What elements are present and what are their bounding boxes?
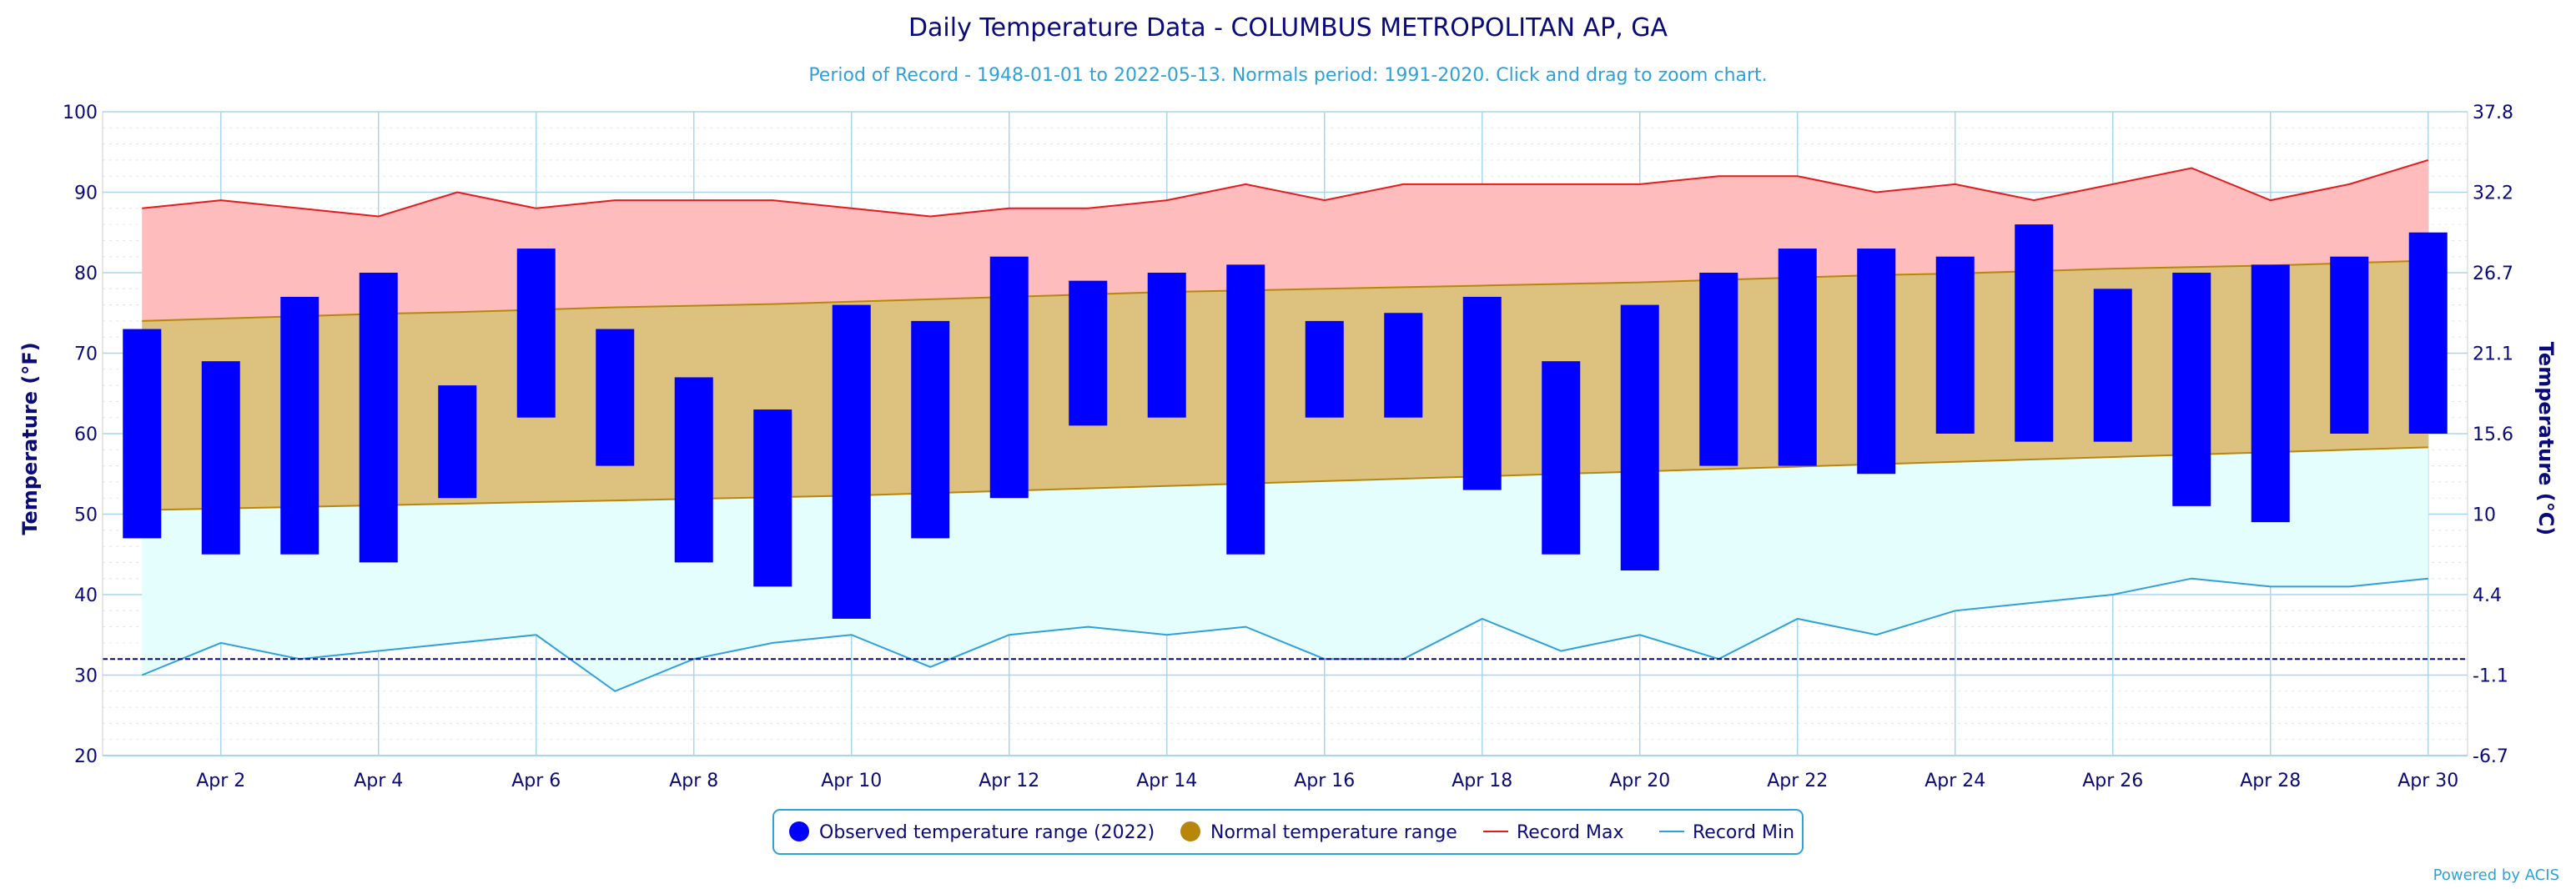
axes	[102, 112, 2468, 756]
observed-bar	[123, 329, 162, 539]
y-tick-label-left: 30	[74, 666, 98, 687]
observed-bar	[753, 409, 792, 587]
legend-normal-marker	[1180, 821, 1200, 841]
observed-bar	[1147, 273, 1186, 418]
normal-low-line	[142, 446, 2428, 511]
y-axis-left-title: Temperature (°F)	[18, 342, 42, 535]
y-tick-label-right: -1.1	[2473, 666, 2508, 687]
observed-bar	[1935, 256, 1975, 434]
observed-bar	[1857, 249, 1896, 475]
y-tick-label-left: 80	[74, 264, 98, 284]
y-tick-label-right: 15.6	[2473, 424, 2513, 445]
observed-bars	[123, 224, 2448, 619]
observed-bar	[280, 296, 319, 555]
normal-range-area	[142, 260, 2428, 510]
y-axis-left-ticks: 20 30 40 50 60 70 80 90 100	[63, 103, 98, 767]
observed-bar	[674, 377, 713, 563]
x-tick-label: Apr 16	[1294, 771, 1355, 791]
y-tick-label-left: 60	[74, 424, 98, 445]
observed-bar	[832, 304, 871, 619]
observed-bar	[201, 361, 240, 555]
observed-bar	[1069, 280, 1108, 426]
legend-record-max-label: Record Max	[1517, 822, 1624, 843]
x-tick-label: Apr 28	[2240, 771, 2301, 791]
x-axis-ticks: Apr 2 Apr 4 Apr 6 Apr 8 Apr 10 Apr 12 Apr 14 Ap…	[196, 771, 2458, 791]
legend: Observed temperature range (2022) Normal…	[772, 809, 1804, 855]
y-tick-label-left: 40	[74, 585, 98, 606]
observed-bar	[2093, 289, 2132, 442]
legend-item-normal[interactable]: Normal temperature range	[1180, 821, 1457, 843]
legend-box	[772, 809, 1804, 855]
x-tick-label: Apr 14	[1136, 771, 1197, 791]
credit-text[interactable]: Powered by ACIS	[2433, 866, 2559, 884]
y-tick-label-right: 26.7	[2473, 264, 2513, 284]
x-tick-label: Apr 24	[1924, 771, 1985, 791]
y-axis-right-title: Temperature (°C)	[2534, 342, 2558, 536]
y-tick-label-left: 90	[74, 183, 98, 204]
record-min-line	[141, 577, 2428, 692]
y-tick-label-right: 21.1	[2473, 344, 2513, 365]
legend-record-min-label: Record Min	[1693, 822, 1794, 843]
x-tick-label: Apr 4	[354, 771, 403, 791]
observed-bar	[1462, 296, 1502, 490]
observed-bar	[2408, 232, 2448, 434]
legend-item-record-max[interactable]: Record Max	[1483, 822, 1624, 843]
observed-bar	[2015, 224, 2054, 442]
observed-bar	[596, 329, 635, 466]
x-tick-label: Apr 18	[1452, 771, 1512, 791]
observed-bar	[359, 273, 398, 563]
record-max-line	[142, 158, 2429, 218]
y-tick-label-right: -6.7	[2473, 746, 2508, 767]
y-tick-label-left: 70	[74, 344, 98, 365]
observed-bar	[1542, 361, 1581, 555]
record-lines	[103, 158, 2468, 692]
legend-observed-marker	[789, 821, 809, 841]
x-tick-label: Apr 10	[821, 771, 882, 791]
x-tick-label: Apr 30	[2397, 771, 2458, 791]
observed-bar	[1384, 313, 1423, 418]
observed-bar	[1305, 320, 1344, 418]
legend-normal-label: Normal temperature range	[1210, 822, 1457, 843]
chart-title: Daily Temperature Data - COLUMBUS METROP…	[908, 13, 1668, 43]
observed-bar	[1226, 264, 1265, 555]
y-tick-label-right: 37.8	[2473, 103, 2513, 123]
observed-bar	[2251, 264, 2290, 523]
observed-bar	[2330, 256, 2369, 434]
chart-subtitle: Period of Record - 1948-01-01 to 2022-05…	[808, 65, 1767, 86]
observed-bar	[1699, 273, 1738, 466]
x-tick-label: Apr 20	[1609, 771, 1670, 791]
y-axis-right-ticks: -6.7 -1.1 4.4 10 15.6 21.1 26.7 32.2 37.8	[2473, 103, 2513, 767]
observed-bar	[1778, 249, 1817, 466]
x-tick-label: Apr 12	[979, 771, 1039, 791]
y-tick-label-left: 100	[63, 103, 98, 123]
y-tick-label-left: 20	[74, 746, 98, 767]
observed-bar	[911, 320, 950, 539]
y-tick-label-left: 50	[74, 505, 98, 526]
legend-item-observed[interactable]: Observed temperature range (2022)	[789, 821, 1155, 843]
x-tick-label: Apr 6	[511, 771, 561, 791]
x-tick-label: Apr 22	[1767, 771, 1828, 791]
x-tick-label: Apr 8	[669, 771, 718, 791]
x-tick-label: Apr 2	[196, 771, 245, 791]
y-tick-label-right: 4.4	[2473, 585, 2502, 606]
observed-bar	[438, 385, 477, 499]
y-tick-label-right: 10	[2473, 505, 2496, 526]
legend-item-record-min[interactable]: Record Min	[1659, 822, 1794, 843]
y-tick-label-right: 32.2	[2473, 183, 2513, 204]
x-tick-label: Apr 26	[2082, 771, 2143, 791]
observed-bar	[2172, 273, 2211, 506]
observed-bar	[989, 256, 1029, 499]
legend-observed-label: Observed temperature range (2022)	[819, 822, 1155, 843]
observed-bar	[516, 249, 556, 418]
observed-bar	[1620, 304, 1659, 571]
